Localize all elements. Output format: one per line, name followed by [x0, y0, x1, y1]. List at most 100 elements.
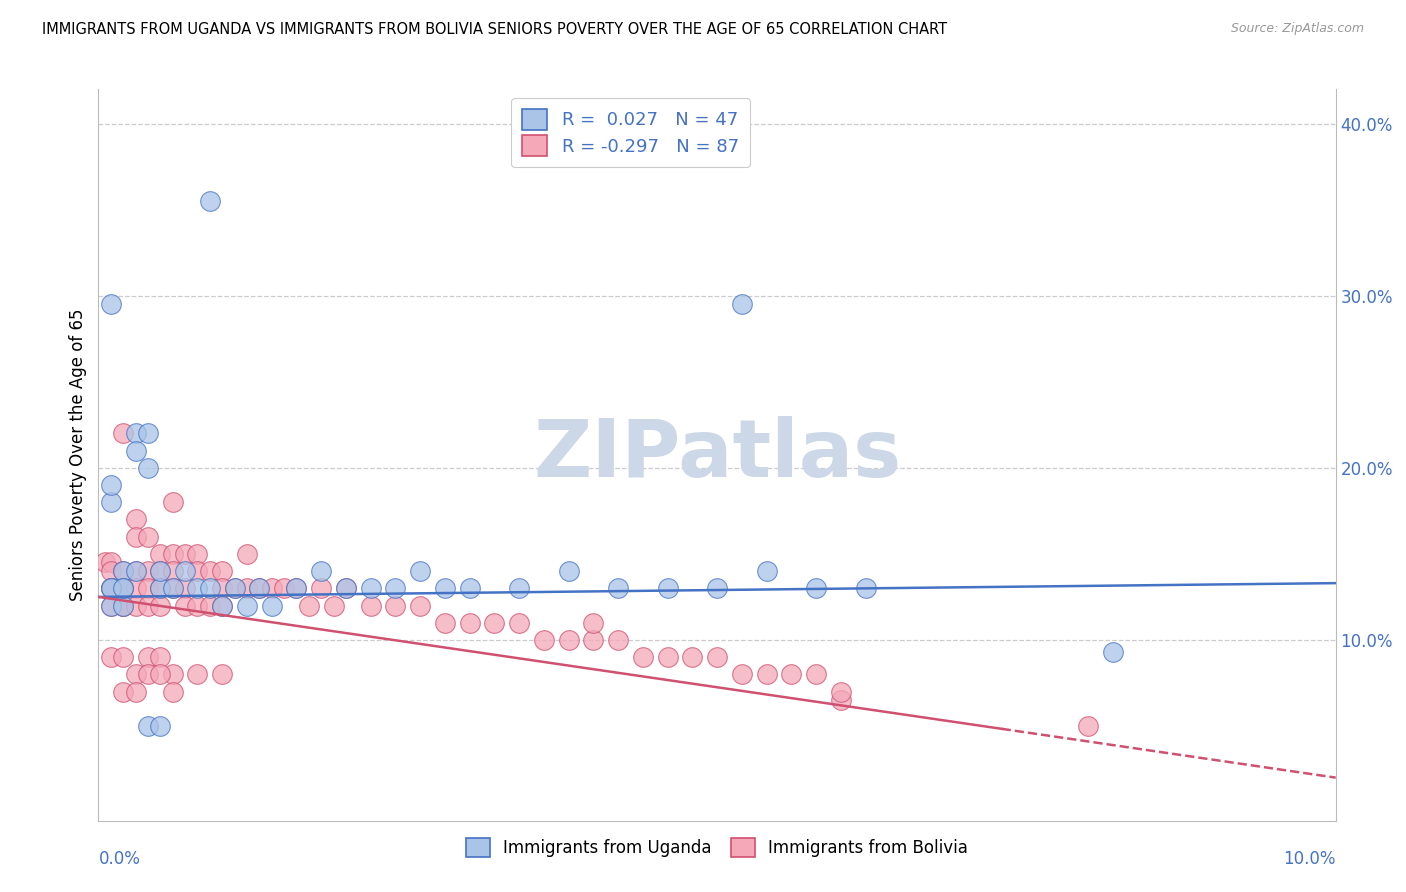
Point [533, 632, 555, 647]
Point [112, 582, 135, 596]
Point [285, 582, 308, 596]
Point [136, 564, 159, 578]
Point [236, 599, 259, 613]
Point [149, 564, 172, 578]
Point [162, 547, 184, 561]
Point [755, 667, 778, 681]
Point [100, 582, 122, 596]
Point [198, 194, 221, 208]
Point [458, 582, 481, 596]
Point [136, 599, 159, 613]
Point [136, 650, 159, 665]
Point [186, 547, 208, 561]
Point [124, 582, 146, 596]
Point [149, 667, 172, 681]
Point [112, 650, 135, 665]
Point [607, 582, 630, 596]
Point [112, 426, 135, 441]
Point [124, 684, 146, 698]
Point [100, 297, 122, 311]
Point [124, 564, 146, 578]
Point [260, 582, 283, 596]
Point [186, 667, 208, 681]
Point [1102, 645, 1125, 659]
Point [124, 443, 146, 458]
Point [285, 582, 308, 596]
Point [409, 599, 432, 613]
Point [149, 650, 172, 665]
Point [360, 599, 382, 613]
Point [186, 564, 208, 578]
Point [224, 582, 246, 596]
Point [112, 599, 135, 613]
Point [149, 547, 172, 561]
Point [100, 564, 122, 578]
Point [100, 582, 122, 596]
Point [162, 667, 184, 681]
Point [211, 599, 233, 613]
Point [136, 460, 159, 475]
Point [211, 667, 233, 681]
Point [433, 615, 456, 630]
Point [247, 582, 270, 596]
Point [211, 582, 233, 596]
Point [136, 530, 159, 544]
Legend: Immigrants from Uganda, Immigrants from Bolivia: Immigrants from Uganda, Immigrants from … [460, 831, 974, 863]
Point [174, 582, 197, 596]
Point [830, 693, 852, 707]
Point [112, 684, 135, 698]
Point [100, 582, 122, 596]
Point [247, 582, 270, 596]
Point [186, 582, 208, 596]
Point [93, 556, 115, 570]
Point [112, 582, 135, 596]
Point [360, 582, 382, 596]
Point [582, 615, 605, 630]
Point [433, 582, 456, 596]
Point [112, 564, 135, 578]
Point [508, 582, 530, 596]
Point [149, 719, 172, 733]
Y-axis label: Seniors Poverty Over the Age of 65: Seniors Poverty Over the Age of 65 [69, 309, 87, 601]
Point [162, 495, 184, 509]
Point [162, 564, 184, 578]
Point [149, 582, 172, 596]
Point [162, 684, 184, 698]
Point [100, 556, 122, 570]
Point [706, 582, 728, 596]
Point [100, 495, 122, 509]
Point [384, 599, 406, 613]
Point [582, 632, 605, 647]
Point [112, 599, 135, 613]
Point [309, 564, 332, 578]
Point [755, 564, 778, 578]
Point [322, 599, 344, 613]
Text: Source: ZipAtlas.com: Source: ZipAtlas.com [1230, 22, 1364, 36]
Point [508, 615, 530, 630]
Point [186, 599, 208, 613]
Point [260, 599, 283, 613]
Point [557, 632, 579, 647]
Point [136, 582, 159, 596]
Point [162, 582, 184, 596]
Point [112, 564, 135, 578]
Text: IMMIGRANTS FROM UGANDA VS IMMIGRANTS FROM BOLIVIA SENIORS POVERTY OVER THE AGE O: IMMIGRANTS FROM UGANDA VS IMMIGRANTS FRO… [42, 22, 948, 37]
Point [458, 615, 481, 630]
Point [136, 426, 159, 441]
Point [124, 530, 146, 544]
Point [124, 426, 146, 441]
Point [211, 564, 233, 578]
Point [100, 478, 122, 492]
Point [298, 599, 321, 613]
Point [409, 564, 432, 578]
Point [149, 599, 172, 613]
Point [830, 684, 852, 698]
Point [124, 667, 146, 681]
Point [855, 582, 877, 596]
Point [631, 650, 654, 665]
Point [657, 582, 679, 596]
Point [657, 650, 679, 665]
Point [174, 564, 197, 578]
Point [731, 297, 754, 311]
Point [198, 582, 221, 596]
